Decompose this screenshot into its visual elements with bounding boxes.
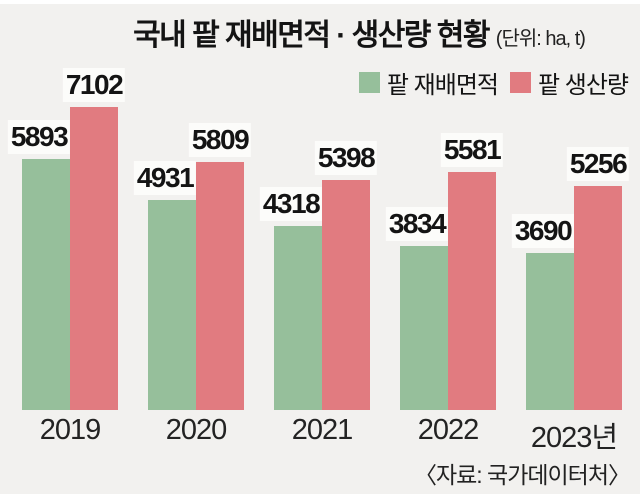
chart-title-text: 국내 팥 재배면적 · 생산량 현황 [133, 19, 490, 52]
bar-production-2021 [322, 180, 370, 410]
value-label: 5809 [188, 123, 252, 157]
chart-title: 국내 팥 재배면적 · 생산량 현황 (단위: ha, t) [0, 10, 640, 54]
x-axis-label: 2022 [417, 414, 480, 446]
bar-area-2019 [22, 159, 70, 410]
bar-area-2023년 [526, 253, 574, 410]
value-label: 3690 [511, 214, 575, 248]
bar-plot: 5893 7102 2019 4931 5809 2020 4318 5398 2021 3834… [0, 4, 640, 494]
legend-label-production: 팥 생산량 [538, 72, 629, 99]
legend-item-production: 팥 생산량 [510, 65, 629, 100]
value-label: 5581 [440, 133, 504, 167]
x-axis-label: 2023년 [530, 422, 618, 454]
value-label: 7102 [62, 68, 126, 102]
bar-production-2020 [196, 162, 244, 410]
x-axis-label: 2021 [291, 414, 354, 446]
bar-area-2021 [274, 226, 322, 410]
bar-production-2022 [448, 172, 496, 410]
x-axis-label: 2019 [39, 414, 102, 446]
bar-area-2022 [400, 246, 448, 410]
value-label: 5398 [314, 141, 378, 175]
x-axis-label: 2020 [165, 414, 228, 446]
chart-unit-label: (단위: ha, t) [495, 28, 586, 50]
legend-label-area: 팥 재배면적 [386, 72, 499, 99]
bar-area-2020 [148, 200, 196, 410]
value-label: 3834 [385, 207, 449, 241]
bar-production-2019 [70, 107, 118, 410]
bar-production-2023년 [574, 186, 622, 410]
value-label: 5256 [566, 147, 630, 181]
value-label: 5893 [7, 120, 71, 154]
source-note: 〈자료: 국가데이터처〉 [413, 462, 631, 488]
legend: 팥 재배면적 팥 생산량 [358, 65, 629, 100]
legend-swatch-production [510, 72, 531, 93]
legend-item-area: 팥 재배면적 [358, 65, 499, 100]
value-label: 4931 [133, 161, 197, 195]
legend-swatch-area [358, 72, 380, 93]
value-label: 4318 [259, 187, 323, 221]
